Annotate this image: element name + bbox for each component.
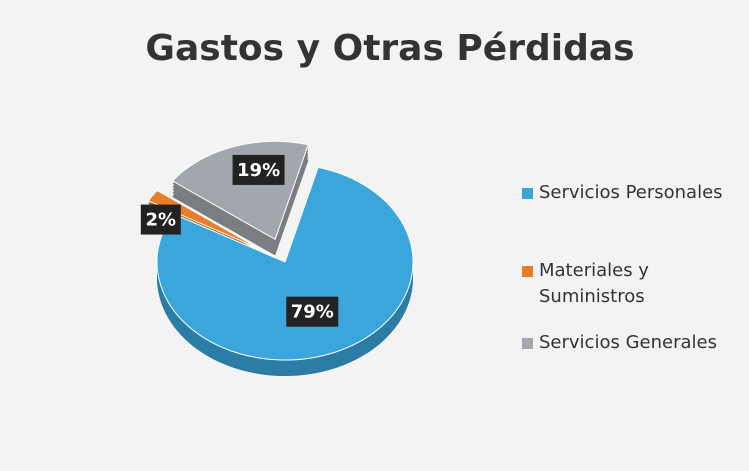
legend-swatch	[522, 338, 533, 349]
data-label-box	[140, 204, 181, 235]
data-label: 19%	[237, 160, 280, 181]
data-label-box	[232, 154, 285, 185]
legend-item: Servicios Generales	[522, 330, 737, 356]
data-label: 79%	[291, 302, 334, 323]
legend-label: Materiales y Suministros	[539, 260, 649, 307]
legend-item: Servicios Personales	[522, 180, 737, 206]
data-label-box	[286, 296, 339, 327]
legend-item: Materiales y Suministros	[522, 258, 737, 310]
legend-swatch	[522, 188, 533, 199]
chart-title: Gastos y Otras Pérdidas	[145, 28, 634, 69]
legend-swatch	[522, 266, 533, 277]
legend-label: Servicios Generales	[539, 332, 717, 353]
data-label: 2%	[146, 210, 177, 231]
slice	[156, 166, 414, 361]
legend-label: Servicios Personales	[539, 182, 723, 203]
